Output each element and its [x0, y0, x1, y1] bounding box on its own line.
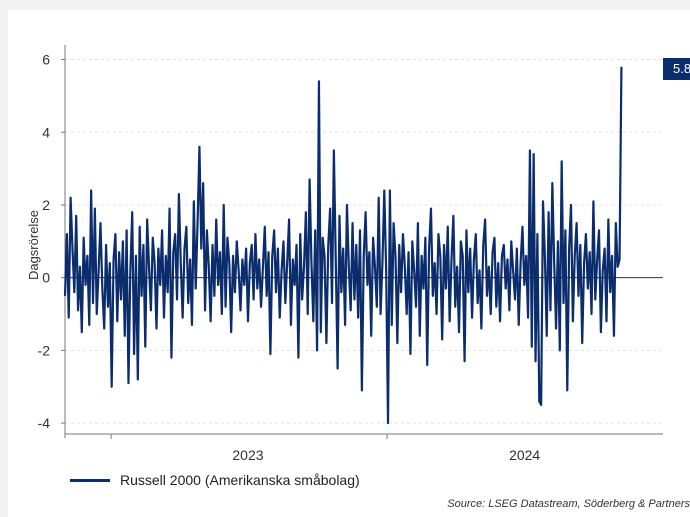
series-line-russell-2000 [63, 66, 623, 425]
y-tick-label: 6 [42, 52, 50, 68]
source-note: Source: LSEG Datastream, Söderberg & Par… [447, 498, 690, 510]
last-value-label: 5.8 [673, 61, 690, 76]
y-tick-label: 4 [42, 124, 50, 140]
legend-swatch [70, 478, 110, 482]
y-axis-label: Dagsrörelse [26, 210, 41, 280]
x-tick-label: 2024 [509, 447, 540, 463]
series-layer [63, 66, 623, 425]
y-tick-labels: 6 4 2 0 -2 -4 [38, 52, 65, 431]
legend-label: Russell 2000 (Amerikanska småbolag) [120, 472, 360, 488]
y-tick-label: 2 [42, 197, 50, 213]
last-value-callout: 5.8 [663, 58, 690, 80]
y-tick-label: -2 [38, 342, 51, 358]
y-tick-label: 0 [42, 270, 50, 286]
legend: Russell 2000 (Amerikanska småbolag) [70, 472, 360, 488]
x-tick-labels: 2023 2024 [110, 434, 540, 463]
y-tick-label: -4 [38, 415, 51, 431]
x-tick-label: 2023 [232, 447, 263, 463]
